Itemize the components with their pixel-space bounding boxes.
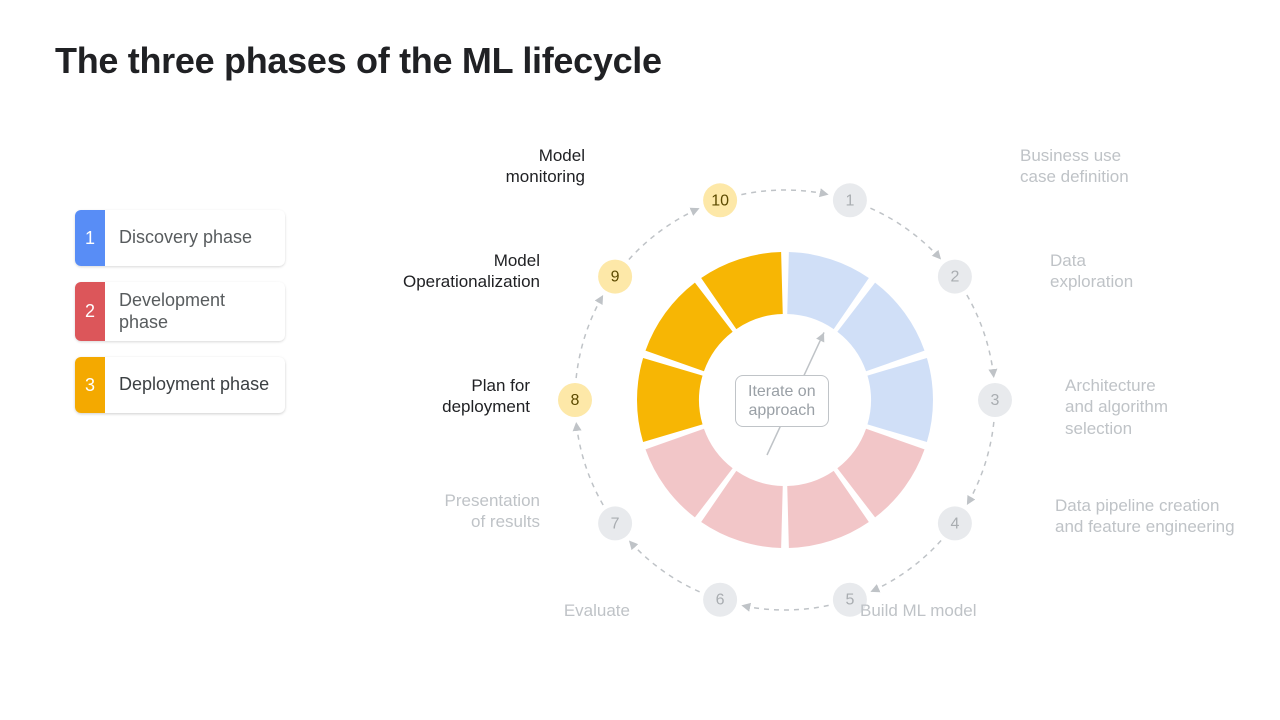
svg-text:8: 8	[571, 392, 580, 409]
step-label-5: Build ML model	[860, 600, 977, 621]
step-label-7: Presentationof results	[445, 490, 540, 533]
step-label-2: Dataexploration	[1050, 250, 1133, 293]
legend-num: 1	[75, 210, 105, 266]
page-title: The three phases of the ML lifecycle	[55, 40, 662, 82]
donut-segment-3	[867, 358, 933, 442]
legend-label: Discovery phase	[105, 210, 285, 266]
legend-num: 3	[75, 357, 105, 413]
legend-label: Deployment phase	[105, 357, 285, 413]
cycle-arrow	[870, 208, 941, 259]
step-label-4: Data pipeline creationand feature engine…	[1055, 495, 1235, 538]
svg-text:4: 4	[950, 515, 959, 532]
cycle-arrow	[967, 295, 994, 378]
step-badge-3: 3	[978, 383, 1012, 417]
donut-segment-8	[637, 358, 703, 442]
step-badge-2: 2	[938, 260, 972, 294]
legend-num: 2	[75, 282, 105, 341]
cycle-arrow	[576, 295, 603, 378]
svg-text:1: 1	[845, 192, 854, 209]
step-label-8: Plan fordeployment	[442, 375, 530, 418]
step-badge-9: 9	[598, 260, 632, 294]
legend-item-3: 3Deployment phase	[75, 357, 285, 413]
step-label-9: ModelOperationalization	[403, 250, 540, 293]
cycle-arrow	[629, 541, 700, 592]
step-label-6: Evaluate	[564, 600, 630, 621]
step-badge-8: 8	[558, 383, 592, 417]
svg-text:5: 5	[845, 592, 854, 609]
legend-item-1: 1Discovery phase	[75, 210, 285, 266]
cycle-arrow	[967, 422, 994, 505]
step-label-10: Modelmonitoring	[506, 145, 585, 188]
step-label-1: Business usecase definition	[1020, 145, 1129, 188]
legend-label: Development phase	[105, 282, 285, 341]
diagram-container: 1 2 3 4 5 6 7 8 9 10 Iterate onapproach Business …	[385, 110, 1235, 690]
legend: 1Discovery phase2Development phase3Deplo…	[75, 210, 285, 429]
step-badge-7: 7	[598, 506, 632, 540]
cycle-arrow	[629, 208, 700, 259]
step-badge-4: 4	[938, 506, 972, 540]
step-label-3: Architectureand algorithmselection	[1065, 375, 1168, 439]
svg-text:2: 2	[950, 269, 959, 286]
svg-text:3: 3	[991, 392, 1000, 409]
cycle-arrow	[870, 541, 941, 592]
center-label: Iterate onapproach	[735, 375, 829, 427]
svg-text:10: 10	[711, 192, 729, 209]
svg-text:9: 9	[611, 269, 620, 286]
step-badge-10: 10	[703, 183, 737, 217]
cycle-arrow	[576, 422, 603, 505]
legend-item-2: 2Development phase	[75, 282, 285, 341]
step-badge-6: 6	[703, 583, 737, 617]
cycle-arrow	[741, 190, 828, 195]
step-badge-1: 1	[833, 183, 867, 217]
svg-text:7: 7	[611, 515, 620, 532]
svg-text:6: 6	[716, 592, 725, 609]
cycle-arrow	[741, 605, 828, 610]
